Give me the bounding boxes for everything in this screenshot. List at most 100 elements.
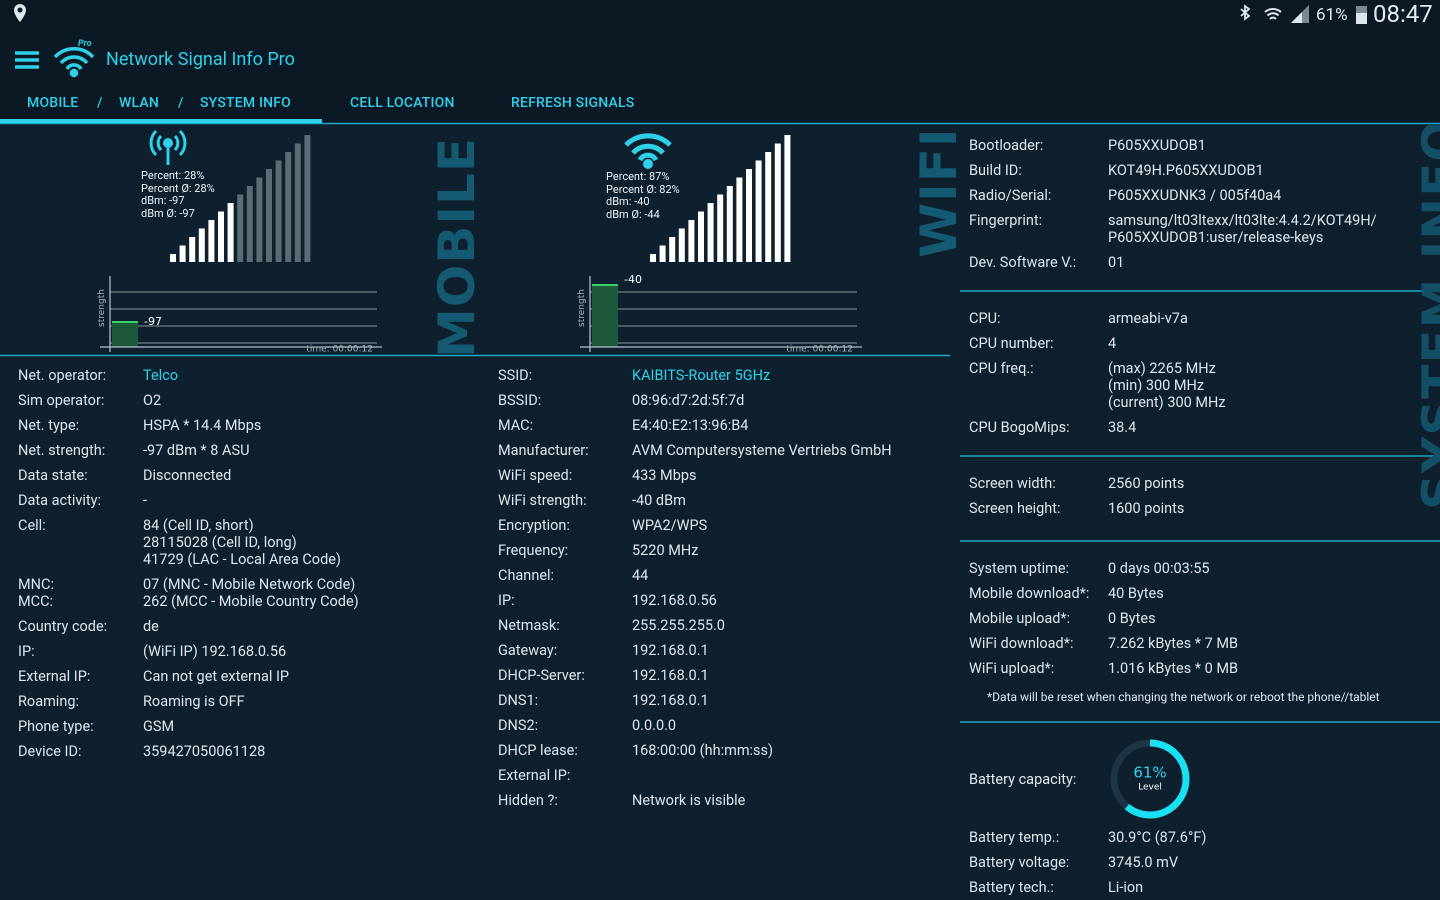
note: *Data will be reset when changing the ne… — [987, 690, 1380, 704]
tab-indicator — [0, 119, 322, 123]
label: MNC: MCC: — [18, 576, 54, 610]
row: DNS1: 192.168.0.1 — [498, 692, 948, 717]
battery-icon-fill — [1356, 13, 1367, 24]
label: Hidden ?: — [498, 792, 558, 809]
label: Battery temp.: — [969, 829, 1060, 846]
tab[interactable]: WLAN — [119, 95, 160, 111]
label: Mobile upload*: — [969, 610, 1071, 627]
signal-bar — [246, 186, 253, 262]
label: External IP: — [498, 767, 571, 784]
row: DHCP-Server: 192.168.0.1 — [498, 667, 948, 692]
value: Can not get external IP — [143, 668, 290, 685]
label: CPU freq.: — [969, 360, 1034, 377]
label: DNS2: — [498, 717, 539, 734]
value: 01 — [1108, 254, 1125, 271]
side-label: MOBILE — [428, 137, 486, 358]
label: System uptime: — [969, 560, 1070, 577]
row: Screen height: 1600 points — [969, 500, 1439, 525]
value: 5220 MHz — [632, 542, 699, 559]
tab[interactable]: CELL LOCATION — [350, 95, 455, 111]
row: WiFi upload*: 1.016 kBytes * 0 MB — [969, 660, 1439, 685]
value: 44 — [632, 567, 649, 584]
row: Android: KitKat - Version 4.4.2 — [969, 125, 1439, 137]
value: -40 dBm — [632, 492, 686, 509]
row: External IP: — [498, 767, 948, 792]
row: Battery tech.: Li-ion — [969, 879, 1439, 900]
stat-line: Percent Ø: 82% — [606, 182, 680, 196]
signal-bar — [170, 254, 176, 262]
battery-label: Battery capacity: — [969, 771, 1077, 788]
signal-bar — [736, 177, 743, 262]
label: Android: — [969, 125, 1023, 129]
row: Mobile upload*: 0 Bytes — [969, 610, 1439, 635]
signal-bar — [717, 194, 724, 262]
value: KitKat - Version 4.4.2 — [1108, 125, 1439, 129]
label: IP: — [18, 643, 35, 660]
top-bar — [0, 0, 1440, 123]
app-title: Network Signal Info Pro — [106, 49, 295, 70]
label: Mobile download*: — [969, 585, 1090, 602]
row: DHCP lease: 168:00:00 (hh:mm:ss) — [498, 742, 948, 767]
signal-bar — [755, 160, 762, 262]
label: CPU BogoMips: — [969, 419, 1070, 436]
value: 359427050061128 — [143, 743, 266, 760]
label: Encryption: — [498, 517, 570, 534]
pro-badge: Pro — [78, 39, 92, 49]
tab[interactable]: SYSTEM INFO — [200, 95, 292, 111]
battery-section: Battery temp.: 30.9°C (87.6°F) Battery vol… — [969, 829, 1439, 900]
value: 1.016 kBytes * 0 MB — [1108, 660, 1239, 677]
tab[interactable]: REFRESH SIGNALS — [511, 95, 635, 111]
signal-bar — [189, 237, 196, 262]
section-dividers — [960, 290, 1440, 723]
row: Channel: 44 — [498, 567, 948, 592]
row: BSSID: 08:96:d7:2d:5f:7d — [498, 392, 948, 417]
wifi-stats: Percent: 87% Percent Ø: 82% dBm: -40 dBm Ø:… — [606, 170, 680, 221]
label: WiFi download*: — [969, 635, 1074, 652]
system-section: Android: KitKat - Version 4.4.2 Bootloader… — [969, 125, 1439, 279]
row: Hidden ?: Network is visible — [498, 792, 948, 817]
stat-line: Percent: 87% — [606, 170, 670, 183]
row: Data state: Disconnected — [18, 467, 468, 492]
tab-separator: / — [178, 95, 184, 111]
value: E4:40:E2:13:96:B4 — [632, 417, 749, 434]
label: Netmask: — [498, 617, 560, 634]
signal-bar — [765, 152, 772, 262]
value: (max) 2265 MHz (min) 300 MHz (current) 3… — [1108, 360, 1226, 411]
row: Cell: 84 (Cell ID, short) 28115028 (Cell … — [18, 517, 468, 576]
row: CPU number: 4 — [969, 335, 1439, 360]
signal-bar — [746, 169, 752, 262]
menu-icon[interactable] — [15, 51, 39, 69]
wifi-status-icon — [1264, 8, 1282, 20]
bluetooth-icon — [1240, 4, 1251, 21]
row: Radio/Serial: P605XXUDNK3 / 005f40a4 — [969, 187, 1439, 212]
label: Radio/Serial: — [969, 187, 1052, 204]
row: WiFi download*: 7.262 kBytes * 7 MB — [969, 635, 1439, 660]
system-section: System uptime: 0 days 00:03:55 Mobile down… — [969, 560, 1439, 685]
value: Li-ion — [1108, 879, 1144, 896]
tab[interactable]: MOBILE — [27, 95, 79, 111]
label: Cell: — [18, 517, 46, 534]
time-label: time: 00:00:12 — [306, 345, 373, 355]
label: Sim operator: — [18, 392, 105, 409]
system-section: CPU: armeabi-v7a CPU number: 4 CPU freq.: (ma… — [969, 310, 1439, 444]
signal-bars — [170, 135, 791, 262]
signal-bar — [726, 186, 733, 262]
signal-icon-fill — [1291, 12, 1302, 23]
signal-bar — [256, 177, 263, 262]
value: 255.255.255.0 — [632, 617, 725, 634]
gauge-value: 61% — [1133, 764, 1166, 782]
antenna-icon — [149, 129, 187, 165]
row: System uptime: 0 days 00:03:55 — [969, 560, 1439, 585]
row: Dev. Software V.: 01 — [969, 254, 1439, 279]
row: Battery voltage: 3745.0 mV — [969, 854, 1439, 879]
label: Country code: — [18, 618, 108, 635]
value: 192.168.0.1 — [632, 692, 709, 709]
label: DNS1: — [498, 692, 539, 709]
value: 4 — [1108, 335, 1117, 352]
value: (WiFi IP) 192.168.0.56 — [143, 643, 287, 660]
row: CPU: armeabi-v7a — [969, 310, 1439, 335]
row: Country code: de — [18, 618, 468, 643]
gauge-arc — [1110, 739, 1190, 819]
